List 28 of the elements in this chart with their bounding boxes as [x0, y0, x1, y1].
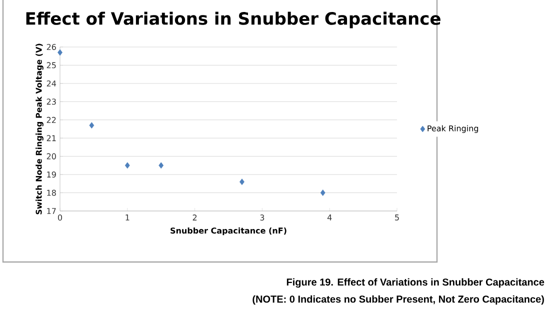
y-tick-label: 24 [46, 80, 56, 86]
y-tick-label: 26 [46, 44, 56, 50]
x-tick-label: 4 [327, 214, 332, 220]
point [89, 122, 94, 129]
x-axis-title: Snubber Capacitance (nF) [170, 227, 286, 236]
point [240, 178, 244, 186]
legend-label: Peak Ringing [428, 125, 478, 133]
x-tick-label: 1 [126, 214, 130, 220]
x-tick-label: 3 [260, 214, 264, 221]
y-tick-label: 25 [46, 62, 56, 68]
point [158, 162, 164, 169]
y-tick-label: 20 [46, 153, 56, 160]
caption: Figure 19. Effect of Variations in Snubber Capacitance [286, 278, 544, 288]
y-axis-title: Switch Node Ringing Peak Voltage (V) [36, 44, 44, 214]
y-tick-label: 18 [47, 190, 56, 196]
x-tick-label: 2 [192, 214, 197, 220]
y-tick-label: 23 [46, 98, 56, 105]
y-tick-label: 19 [47, 172, 56, 178]
y-tick-label: 17 [47, 208, 56, 214]
x-tick-label: 5 [395, 214, 399, 220]
point [320, 190, 326, 196]
point [58, 49, 62, 56]
y-tick-label: 21 [46, 135, 56, 142]
y-tick-label: 22 [46, 116, 56, 123]
x-tick-label: 0 [58, 214, 62, 221]
chart-title: Effect of Variations in Snubber Capacitance [26, 12, 440, 28]
point [124, 162, 130, 169]
text: (NOTE: 0 Indicates no Subber Present, Not Zero Capacitance) [252, 295, 544, 305]
